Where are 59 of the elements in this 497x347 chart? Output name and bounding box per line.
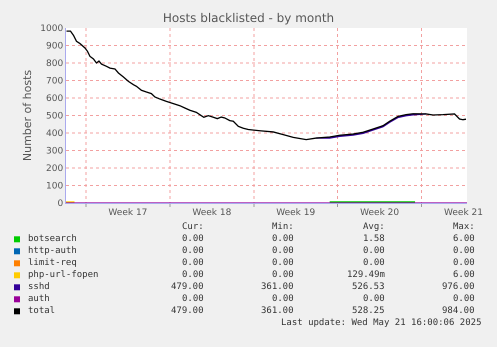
legend-label: php-url-fopen <box>28 270 98 280</box>
text: 6.00 <box>453 270 475 280</box>
text: 0.00 <box>272 246 294 256</box>
text: 479.00 <box>171 282 204 292</box>
text: 0.00 <box>272 294 294 304</box>
text: 361.00 <box>261 306 294 316</box>
text: Min: <box>272 222 294 232</box>
y-tick-label: 200 <box>46 164 64 174</box>
legend-label: sshd <box>28 282 50 292</box>
y-axis-title: Number of hosts <box>20 70 34 162</box>
y-tick-label: 1000 <box>40 24 64 34</box>
x-tick-label: Week 18 <box>192 208 232 218</box>
y-tick-label: 0 <box>57 199 64 210</box>
text: 0.00 <box>453 246 475 256</box>
text: 0.00 <box>182 246 204 256</box>
y-tick-label: 300 <box>46 146 64 157</box>
line-series <box>66 30 467 140</box>
text: 984.00 <box>442 306 475 316</box>
text: Last update: Wed May 21 16:00:06 2025 <box>281 318 482 328</box>
x-tick-label: Week 19 <box>276 208 316 218</box>
text: Max: <box>453 222 475 232</box>
text: Avg: <box>363 222 385 232</box>
y-tick-label: 900 <box>46 42 64 52</box>
text: 0.00 <box>453 258 475 268</box>
y-tick-label: 600 <box>46 94 64 104</box>
x-tick-label: Week 17 <box>108 208 148 218</box>
y-tick-label: 700 <box>46 76 64 87</box>
text: 0.00 <box>272 234 294 244</box>
text: 0.00 <box>363 246 385 256</box>
text: 0.00 <box>182 258 204 268</box>
text: 0.00 <box>272 270 294 280</box>
text: 528.25 <box>352 306 385 316</box>
text: 0.00 <box>453 294 475 304</box>
text: 0.00 <box>182 270 204 280</box>
legend-label: http-auth <box>28 246 77 256</box>
x-tick-label: Week 21 <box>444 208 483 218</box>
text: 0.00 <box>182 294 204 304</box>
text: 361.00 <box>261 282 294 292</box>
text: 479.00 <box>171 306 204 316</box>
text: Cur: <box>182 222 204 232</box>
text: 976.00 <box>442 282 475 292</box>
y-tick-label: 500 <box>46 112 64 122</box>
text: 1.58 <box>363 234 385 244</box>
text: 6.00 <box>453 234 475 244</box>
y-tick-label: 800 <box>46 59 64 70</box>
legend-label: auth <box>28 294 50 304</box>
text: 0.00 <box>182 234 204 244</box>
text: 0.00 <box>363 258 385 268</box>
legend-label: total <box>28 306 56 316</box>
text: 0.00 <box>363 294 385 304</box>
chart-title: Hosts blacklisted - by month <box>162 11 334 26</box>
text: 0.00 <box>272 258 294 268</box>
text: 526.53 <box>352 282 385 292</box>
legend-label: botsearch <box>28 234 77 244</box>
x-tick-label: Week 20 <box>360 208 400 218</box>
legend-label: limit-req <box>28 258 77 268</box>
text: 129.49m <box>347 270 385 280</box>
y-tick-label: 100 <box>46 182 64 192</box>
y-tick-label: 400 <box>46 129 64 140</box>
